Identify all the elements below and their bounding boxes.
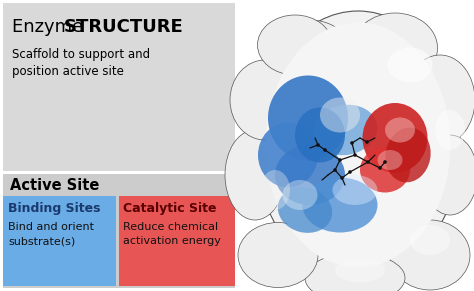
Ellipse shape — [255, 11, 461, 279]
Circle shape — [353, 153, 357, 157]
Ellipse shape — [422, 135, 474, 215]
Ellipse shape — [295, 107, 345, 162]
Ellipse shape — [283, 180, 318, 210]
Ellipse shape — [258, 123, 318, 187]
Text: Enzyme: Enzyme — [12, 18, 89, 36]
Ellipse shape — [278, 187, 332, 233]
Ellipse shape — [238, 223, 318, 288]
Circle shape — [378, 166, 382, 170]
Ellipse shape — [265, 22, 450, 267]
Circle shape — [333, 168, 337, 172]
Text: Catalytic Site: Catalytic Site — [123, 202, 217, 215]
Ellipse shape — [390, 220, 470, 290]
Circle shape — [348, 170, 352, 174]
FancyBboxPatch shape — [3, 196, 116, 286]
Ellipse shape — [275, 145, 345, 205]
Ellipse shape — [268, 75, 348, 161]
FancyBboxPatch shape — [3, 174, 235, 288]
Text: Bind and orient: Bind and orient — [8, 222, 94, 232]
FancyBboxPatch shape — [119, 196, 235, 286]
Ellipse shape — [305, 253, 405, 291]
Ellipse shape — [320, 97, 360, 132]
Text: activation energy: activation energy — [123, 236, 221, 246]
Circle shape — [366, 160, 370, 164]
Ellipse shape — [225, 130, 285, 220]
Ellipse shape — [260, 170, 290, 210]
Ellipse shape — [385, 128, 431, 182]
Ellipse shape — [388, 47, 432, 83]
Text: Binding Sites: Binding Sites — [8, 202, 100, 215]
Ellipse shape — [257, 15, 332, 75]
Text: position active site: position active site — [12, 65, 124, 78]
Text: STRUCTURE: STRUCTURE — [64, 18, 184, 36]
Ellipse shape — [353, 13, 438, 83]
Ellipse shape — [385, 118, 415, 143]
Circle shape — [338, 158, 342, 162]
Circle shape — [350, 141, 354, 145]
Ellipse shape — [332, 175, 377, 205]
Ellipse shape — [435, 110, 465, 150]
Circle shape — [323, 148, 327, 152]
Ellipse shape — [410, 225, 450, 255]
Ellipse shape — [302, 178, 377, 233]
Ellipse shape — [405, 55, 474, 145]
Ellipse shape — [377, 150, 402, 170]
Ellipse shape — [360, 148, 410, 193]
Circle shape — [316, 143, 320, 147]
Text: Scaffold to support and: Scaffold to support and — [12, 48, 150, 61]
Ellipse shape — [313, 105, 377, 155]
Circle shape — [340, 176, 344, 180]
FancyBboxPatch shape — [3, 3, 235, 171]
Ellipse shape — [230, 60, 300, 140]
Text: Reduce chemical: Reduce chemical — [123, 222, 218, 232]
Ellipse shape — [335, 258, 385, 283]
Ellipse shape — [265, 20, 355, 100]
Circle shape — [383, 160, 387, 164]
Text: Active Site: Active Site — [10, 178, 100, 193]
Text: substrate(s): substrate(s) — [8, 236, 75, 246]
Ellipse shape — [363, 103, 428, 173]
Circle shape — [365, 140, 369, 144]
